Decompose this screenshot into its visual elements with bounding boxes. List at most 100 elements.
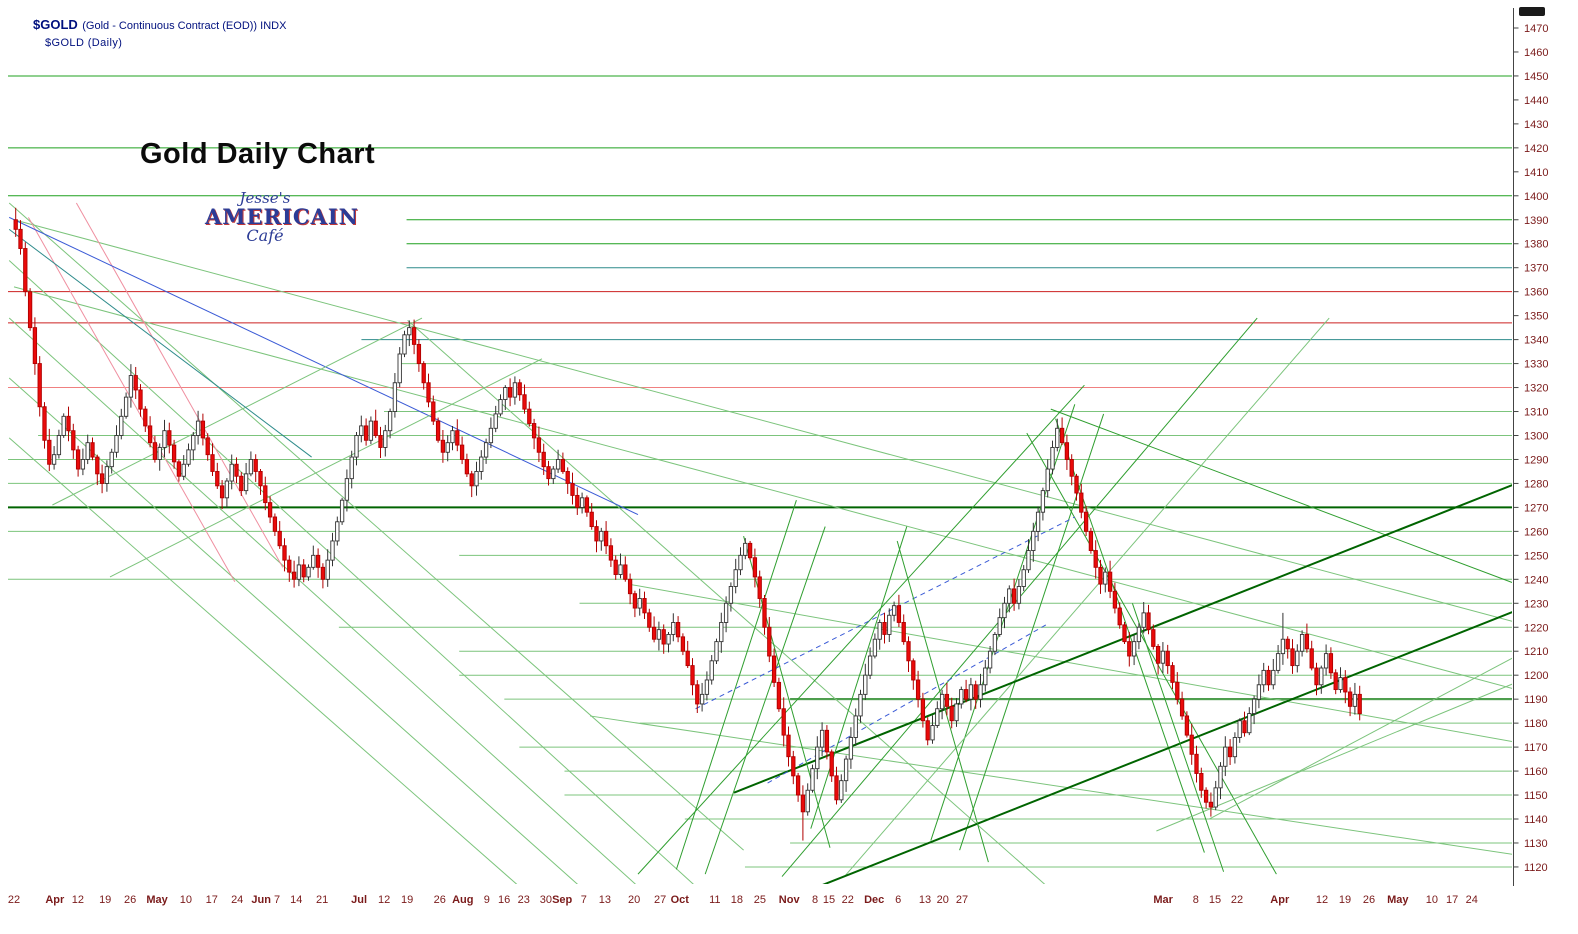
candle bbox=[1050, 447, 1055, 470]
candle bbox=[1160, 650, 1166, 664]
x-tick-label: Nov bbox=[779, 894, 801, 906]
candle bbox=[426, 382, 431, 403]
x-tick-label: 10 bbox=[180, 894, 192, 906]
candle bbox=[162, 430, 167, 448]
candle bbox=[584, 497, 590, 513]
trend-line bbox=[695, 516, 1076, 710]
candle bbox=[618, 564, 623, 575]
candle bbox=[1247, 713, 1252, 734]
candle bbox=[229, 463, 234, 482]
y-tick-label: 1240 bbox=[1524, 574, 1548, 586]
candle bbox=[824, 729, 830, 753]
candle bbox=[1184, 715, 1190, 736]
candle bbox=[383, 430, 388, 448]
candle bbox=[1098, 566, 1103, 585]
candle bbox=[1179, 698, 1185, 717]
candle bbox=[887, 614, 892, 635]
candle bbox=[1026, 550, 1031, 571]
candle bbox=[200, 420, 206, 439]
symbol-line: $GOLD (Gold - Continuous Contract (EOD))… bbox=[33, 16, 286, 34]
y-tick-label: 1460 bbox=[1524, 47, 1548, 59]
candle bbox=[1261, 669, 1266, 686]
candle bbox=[1083, 511, 1089, 532]
candle bbox=[133, 375, 138, 391]
candle bbox=[786, 734, 791, 758]
candle bbox=[1309, 648, 1314, 669]
candle bbox=[1007, 588, 1012, 604]
candle bbox=[61, 415, 66, 436]
candle bbox=[37, 363, 42, 408]
candle bbox=[541, 451, 546, 468]
candle bbox=[1203, 789, 1209, 803]
trend-line bbox=[8, 260, 694, 884]
candle bbox=[291, 571, 297, 580]
candle bbox=[882, 622, 887, 635]
x-tick-label: 19 bbox=[1339, 894, 1351, 906]
candle bbox=[152, 442, 158, 460]
trend-line bbox=[75, 202, 284, 568]
candle bbox=[719, 622, 724, 643]
candle bbox=[1069, 459, 1074, 477]
candle bbox=[863, 674, 868, 695]
candle bbox=[339, 499, 345, 523]
candle bbox=[939, 693, 945, 710]
x-tick-label: 7 bbox=[581, 894, 587, 906]
y-tick-label: 1170 bbox=[1524, 742, 1548, 754]
x-tick-label: 26 bbox=[124, 894, 136, 906]
candle bbox=[1141, 612, 1146, 628]
y-tick-label: 1180 bbox=[1524, 718, 1548, 730]
candle bbox=[944, 693, 950, 707]
candle bbox=[248, 459, 254, 475]
candle bbox=[143, 408, 148, 427]
candle bbox=[90, 442, 95, 458]
candle bbox=[1093, 550, 1098, 568]
candle bbox=[320, 566, 326, 580]
candle bbox=[378, 435, 383, 448]
y-tick-label: 1320 bbox=[1524, 383, 1548, 395]
y-tick-label: 1470 bbox=[1524, 23, 1548, 35]
candle bbox=[1242, 720, 1247, 734]
candle bbox=[949, 705, 954, 722]
symbol-description: (Gold - Continuous Contract (EOD)) INDX bbox=[82, 20, 287, 32]
candle bbox=[992, 633, 998, 652]
candle bbox=[704, 679, 710, 695]
candle bbox=[1328, 653, 1334, 674]
y-tick-label: 1250 bbox=[1524, 550, 1548, 562]
y-tick-label: 1380 bbox=[1524, 239, 1548, 251]
candle bbox=[66, 415, 71, 432]
candle bbox=[1136, 626, 1142, 643]
candle bbox=[762, 598, 767, 628]
y-tick-label: 1410 bbox=[1524, 167, 1548, 179]
candle bbox=[282, 545, 287, 561]
candle bbox=[877, 622, 882, 640]
candle bbox=[344, 478, 350, 501]
x-tick-label: 9 bbox=[484, 894, 490, 906]
candle bbox=[205, 437, 210, 456]
candle bbox=[1165, 650, 1170, 667]
candle bbox=[1107, 571, 1113, 592]
candle bbox=[469, 473, 474, 487]
candle bbox=[642, 598, 647, 614]
trend-line bbox=[628, 583, 1512, 743]
candle bbox=[47, 439, 52, 465]
candle bbox=[114, 435, 119, 453]
candle bbox=[1232, 737, 1238, 758]
candle bbox=[1035, 511, 1041, 532]
candle bbox=[637, 598, 642, 609]
trend-line bbox=[743, 536, 831, 848]
candle bbox=[416, 343, 422, 365]
symbol-label: $GOLD bbox=[33, 17, 78, 32]
candle bbox=[315, 554, 321, 568]
candle bbox=[579, 497, 585, 508]
x-tick-label: Jul bbox=[351, 894, 367, 906]
candle bbox=[277, 530, 282, 547]
candle bbox=[18, 228, 23, 249]
candle bbox=[498, 399, 503, 415]
candle bbox=[656, 629, 662, 640]
x-tick-label: Apr bbox=[1270, 894, 1290, 906]
candle bbox=[258, 470, 263, 487]
candle bbox=[973, 684, 978, 700]
x-tick-label: 14 bbox=[290, 894, 302, 906]
candle bbox=[56, 435, 62, 456]
candle bbox=[104, 466, 110, 484]
